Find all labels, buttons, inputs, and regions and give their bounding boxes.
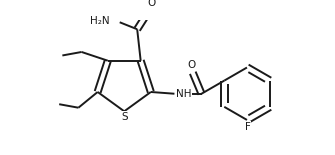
- Text: NH: NH: [176, 89, 192, 99]
- Text: H₂N: H₂N: [89, 16, 109, 26]
- Text: F: F: [245, 122, 251, 132]
- Text: O: O: [187, 60, 195, 70]
- Text: O: O: [147, 0, 155, 8]
- Text: S: S: [121, 112, 128, 122]
